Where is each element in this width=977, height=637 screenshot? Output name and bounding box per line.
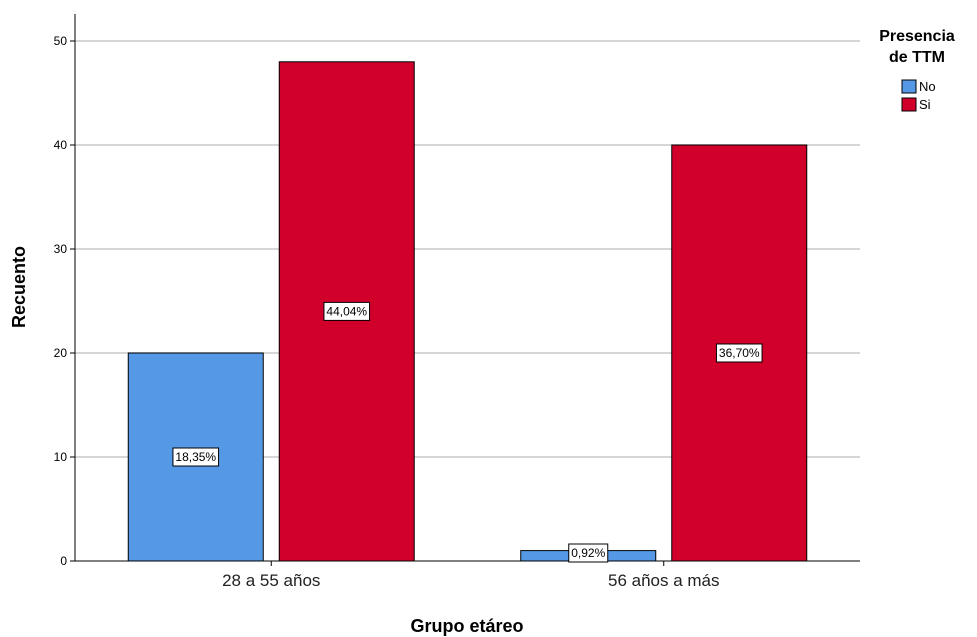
legend-label: No [919,79,936,94]
y-tick-label: 0 [60,554,67,568]
data-label-text: 44,04% [326,304,367,318]
y-tick-label: 30 [54,242,68,256]
data-label-box [715,343,763,363]
data-label: 44,04% [323,301,371,321]
data-label-box [323,301,371,321]
data-label-box [172,447,220,467]
data-label: 36,70% [715,343,763,363]
y-tick-label: 20 [54,346,68,360]
legend-items: No Si [901,79,936,112]
data-label: 18,35% [172,447,220,467]
data-labels: 18,35% 44,04% 0,92% 36,70% [172,301,763,563]
axes [74,14,860,562]
legend-title-line-2: de TTM [889,49,945,66]
x-tick-label: 56 años a más [608,571,720,590]
data-label: 0,92% [568,543,609,563]
legend-title-line-1: Presencia [879,28,955,45]
y-tick-label: 40 [54,138,68,152]
y-tick-label: 10 [54,450,68,464]
data-label-box [568,543,609,563]
legend-label: Si [919,97,931,112]
x-tick-labels: 28 a 55 años 56 años a más [222,561,720,590]
data-label-text: 18,35% [175,450,216,464]
legend-item-no: No [901,79,936,94]
data-label-text: 0,92% [571,546,605,560]
legend: Presencia de TTM No Si [879,28,955,112]
bars [127,61,808,562]
x-axis-title: Grupo etáreo [410,616,523,636]
y-axis-title: Recuento [9,246,29,328]
legend-swatch [901,97,917,112]
data-label-text: 36,70% [719,346,760,360]
y-tick-label: 50 [54,34,68,48]
legend-item-si: Si [901,97,931,112]
x-tick-label: 28 a 55 años [222,571,320,590]
legend-swatch [901,79,917,94]
y-tick-labels: 0 10 20 30 40 50 [54,34,75,568]
